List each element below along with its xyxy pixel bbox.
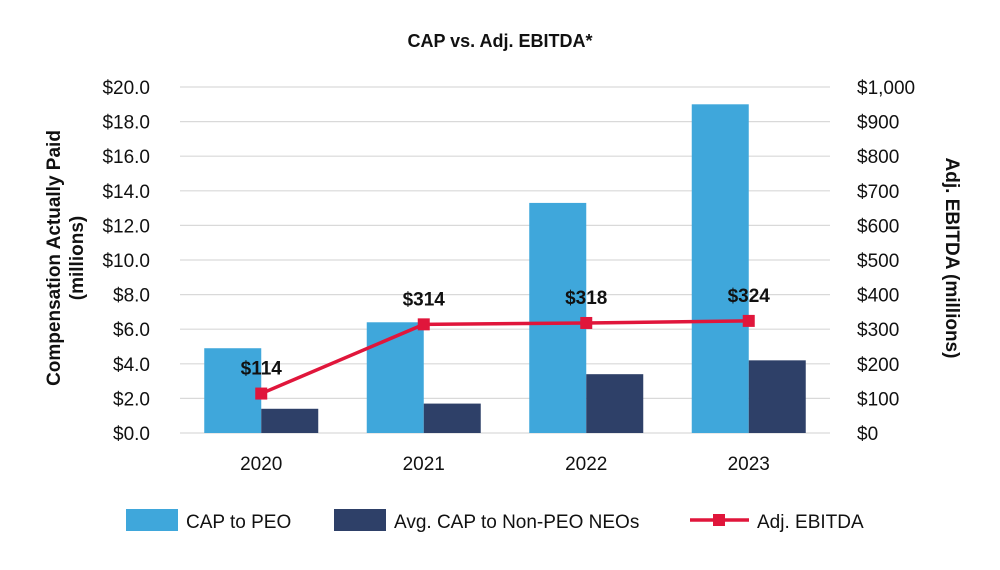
legend: CAP to PEO Avg. CAP to Non-PEO NEOs Adj.… — [126, 509, 864, 533]
x-tick-label: 2021 — [403, 454, 445, 475]
y-left-tick-label: $10.0 — [102, 251, 150, 272]
x-tick-label: 2020 — [240, 454, 282, 475]
y-left-tick-label: $4.0 — [113, 355, 150, 376]
ebitda-line: $114 $314 $318 $324 — [241, 286, 771, 400]
bar-avg-cap-to-non-peo-neos-2022 — [586, 374, 644, 433]
y-right-tick-label: $0 — [857, 424, 878, 445]
y-left-tick-label: $14.0 — [102, 182, 150, 203]
ebitda-marker-2022 — [580, 316, 593, 329]
ebitda-data-label: $324 — [728, 286, 771, 307]
y-left-tick-label: $6.0 — [113, 320, 150, 341]
legend-swatch-cap-to-peo — [126, 509, 178, 531]
y-right-tick-label: $500 — [857, 251, 899, 272]
y-right-tick-label: $800 — [857, 147, 899, 168]
y-right-tick-label: $200 — [857, 355, 899, 376]
y-left-tick-label: $0.0 — [113, 424, 150, 445]
y-right-tick-label: $100 — [857, 389, 899, 410]
y-axis-left: $0.0 $2.0 $4.0 $6.0 $8.0 $10.0 $12.0 $14.0 $16.0… — [102, 78, 150, 445]
y-right-tick-label: $900 — [857, 113, 899, 134]
y-axis-right-title: Adj. EBITDA (millions) — [941, 158, 962, 359]
ebitda-data-label: $314 — [403, 289, 446, 310]
y-left-tick-label: $12.0 — [102, 216, 150, 237]
y-left-tick-label: $2.0 — [113, 389, 150, 410]
y-axis-left-title-line1: Compensation Actually Paid — [44, 130, 65, 386]
legend-label-cap-to-peo: CAP to PEO — [186, 512, 291, 533]
bar-avg-cap-to-non-peo-neos-2023 — [748, 360, 806, 433]
ebitda-data-label: $114 — [241, 359, 283, 380]
legend-marker-ebitda — [713, 514, 725, 526]
x-tick-label: 2023 — [728, 454, 770, 475]
y-right-tick-label: $300 — [857, 320, 899, 341]
y-right-tick-label: $700 — [857, 182, 899, 203]
y-right-tick-label: $400 — [857, 286, 899, 307]
legend-label-ebitda: Adj. EBITDA — [757, 512, 864, 533]
bar-cap-to-peo-2021 — [366, 322, 424, 433]
y-left-tick-label: $16.0 — [102, 147, 150, 168]
bar-avg-cap-to-non-peo-neos-2021 — [423, 403, 481, 433]
bar-cap-to-peo-2023 — [691, 104, 749, 434]
y-left-tick-label: $8.0 — [113, 286, 150, 307]
ebitda-data-label: $318 — [565, 288, 607, 309]
y-axis-left-title-line2: (millions) — [67, 216, 88, 300]
legend-label-avg-cap: Avg. CAP to Non-PEO NEOs — [394, 512, 639, 533]
y-right-tick-label: $600 — [857, 216, 899, 237]
legend-swatch-avg-cap — [334, 509, 386, 531]
y-left-tick-label: $18.0 — [102, 113, 150, 134]
bars — [204, 104, 806, 434]
x-axis: 2020 2021 2022 2023 — [240, 454, 770, 475]
x-tick-label: 2022 — [565, 454, 607, 475]
y-left-tick-label: $20.0 — [102, 78, 150, 99]
bar-cap-to-peo-2022 — [529, 202, 587, 433]
bar-cap-to-peo-2020 — [204, 348, 262, 433]
y-right-tick-label: $1,000 — [857, 78, 915, 99]
ebitda-marker-2020 — [255, 387, 268, 400]
ebitda-marker-2021 — [417, 318, 430, 331]
chart-title: CAP vs. Adj. EBITDA* — [407, 31, 592, 51]
ebitda-marker-2023 — [742, 314, 755, 327]
ebitda-line-path — [260, 319, 749, 396]
bar-avg-cap-to-non-peo-neos-2020 — [261, 408, 319, 433]
y-axis-right: $0 $100 $200 $300 $400 $500 $600 $700 $800 $900 $1… — [857, 78, 915, 445]
